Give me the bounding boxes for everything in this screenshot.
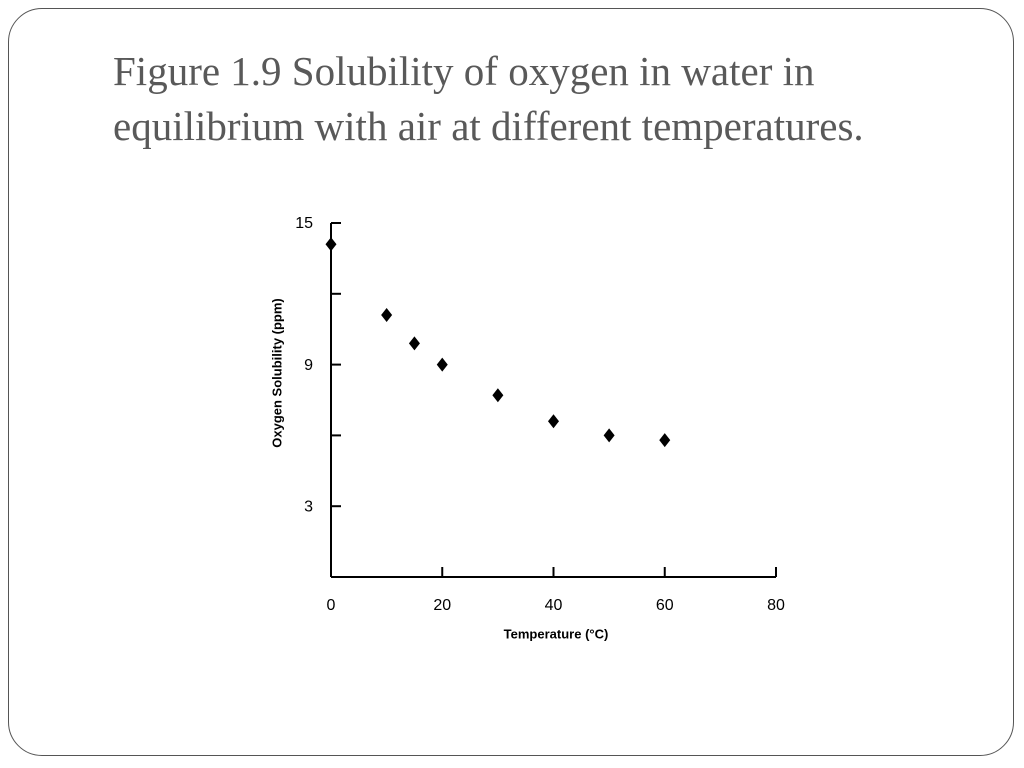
- slide-frame: [8, 8, 1014, 756]
- y-tick-label: 3: [304, 498, 313, 515]
- data-point: [436, 357, 448, 372]
- slide-title: Figure 1.9 Solubility of oxygen in water…: [113, 48, 864, 149]
- x-tick-label: 40: [545, 597, 563, 614]
- x-axis-title: Temperature (°C): [504, 626, 609, 641]
- x-tick-label: 20: [433, 597, 451, 614]
- x-tick-label: 60: [656, 597, 674, 614]
- y-tick-label: 15: [295, 215, 313, 232]
- data-point: [603, 428, 615, 443]
- x-tick-label: 80: [767, 597, 785, 614]
- data-point: [492, 388, 504, 403]
- x-tick-label: 0: [327, 597, 336, 614]
- data-point: [325, 237, 337, 252]
- y-tick-label: 9: [304, 357, 313, 374]
- data-point: [381, 308, 393, 323]
- data-point: [408, 336, 420, 351]
- data-point: [548, 414, 559, 429]
- data-point: [659, 433, 671, 448]
- y-axis-title: Oxygen Solubility (ppm): [269, 298, 284, 448]
